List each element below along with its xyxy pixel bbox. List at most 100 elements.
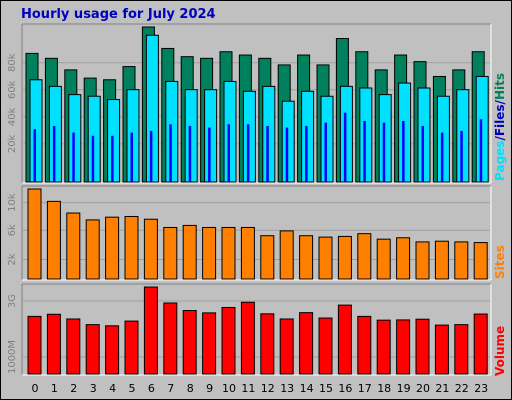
hour-label: 13 [280, 382, 294, 395]
traffic-tick-label: 80k [7, 53, 18, 72]
hour-label: 4 [109, 382, 116, 395]
hour-label: 14 [300, 382, 314, 395]
volume-bar [143, 286, 158, 375]
pages-bar [52, 125, 56, 182]
hour-label: 1 [51, 382, 58, 395]
sites-bar [376, 238, 391, 280]
volume-bar [260, 313, 275, 375]
sites-bar [85, 219, 100, 280]
volume-bar [124, 320, 139, 375]
hour-label: 18 [377, 382, 391, 395]
hour-label: 7 [167, 382, 174, 395]
pages-bar [285, 127, 289, 182]
sites-bar [260, 235, 275, 280]
sites-bar [202, 226, 217, 280]
sites-side-label: Sites [493, 245, 507, 279]
side-label-pages: Pages [493, 141, 507, 181]
volume-bar [221, 306, 236, 375]
sites-bar [46, 200, 61, 280]
pages-bar [169, 124, 172, 182]
chart-title: Hourly usage for July 2024 [21, 7, 216, 22]
volume-bar [202, 312, 217, 375]
traffic-tick-label: 40k [7, 107, 18, 126]
pages-bar [266, 125, 269, 182]
sites-bar [124, 215, 139, 280]
side-label-sep: / [493, 99, 507, 104]
pages-bar [188, 125, 192, 182]
hour-label: 0 [32, 382, 39, 395]
volume-bar [182, 310, 197, 375]
sites-bar [221, 226, 236, 280]
pages-bar [402, 120, 405, 182]
hour-label: 16 [338, 382, 352, 395]
volume-bar [357, 315, 372, 375]
hour-label: 22 [455, 382, 469, 395]
hour-label: 8 [187, 382, 194, 395]
volume-bar [318, 317, 333, 375]
sites-panel [22, 186, 491, 280]
hour-label: 6 [148, 382, 155, 395]
hour-label: 2 [70, 382, 77, 395]
pages-bar [343, 112, 347, 182]
volume-bar [454, 324, 469, 375]
sites-bar [415, 241, 430, 280]
hour-label: 9 [206, 382, 213, 395]
pages-bar [227, 124, 230, 182]
hour-label: 11 [241, 382, 255, 395]
pages-bar [479, 119, 483, 182]
hour-label: 15 [319, 382, 333, 395]
pages-bar [111, 135, 114, 182]
pages-bar [130, 132, 133, 182]
side-label-files: Files [493, 104, 507, 136]
volume-bar [27, 315, 42, 375]
volume-tick-label: 1000M [7, 340, 18, 374]
pages-bar [305, 125, 308, 182]
sites-bar [27, 188, 42, 280]
hour-label: 23 [474, 382, 488, 395]
pages-bar [382, 122, 386, 182]
volume-side-label: Volume [493, 326, 507, 376]
volume-bar [434, 324, 449, 375]
traffic-tick-label: 20k [7, 134, 18, 153]
hour-label: 5 [129, 382, 136, 395]
sites-bar [182, 224, 197, 280]
sites-tick-label: 2k [7, 253, 18, 265]
sites-bar [434, 240, 449, 280]
pages-bar [246, 124, 250, 182]
volume-bar [240, 301, 255, 375]
volume-bar [85, 324, 100, 375]
sites-bar [105, 216, 120, 280]
hour-label: 17 [358, 382, 372, 395]
pages-bar [208, 127, 211, 182]
pages-bar [33, 129, 36, 182]
side-label-hits: Hits [493, 73, 507, 100]
volume-bar [415, 318, 430, 375]
side-label-sep: / [493, 136, 507, 141]
pages-bar [91, 135, 95, 182]
traffic-tick-label: 60k [7, 80, 18, 99]
volume-bar [376, 319, 391, 375]
sites-bar [396, 237, 411, 280]
pages-bar [421, 125, 424, 182]
hour-label: 12 [261, 382, 275, 395]
sites-bar [318, 236, 333, 280]
sites-bar [473, 242, 488, 280]
hour-label: 21 [435, 382, 449, 395]
pages-bar [72, 132, 75, 182]
sites-tick-label: 6k [7, 224, 18, 236]
sites-tick-label: 10k [7, 193, 18, 212]
sites-bar [357, 233, 372, 280]
sites-bar [240, 226, 255, 280]
sites-bar [299, 235, 314, 280]
sites-bar [454, 241, 469, 280]
volume-panel [22, 284, 491, 375]
pages-bar [460, 130, 463, 182]
volume-bar [337, 304, 352, 375]
pages-bar [149, 130, 153, 182]
pages-bar [324, 122, 327, 182]
pages-bar [363, 120, 366, 182]
sites-bar [66, 212, 81, 280]
volume-bar [46, 313, 61, 375]
